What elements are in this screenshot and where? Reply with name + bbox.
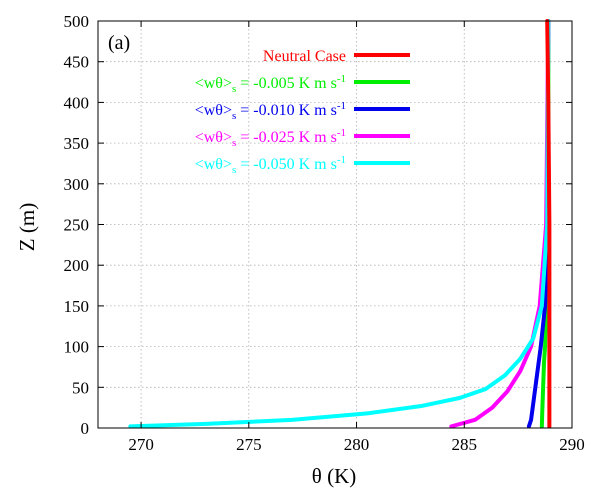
y-tick-label: 150	[64, 297, 90, 316]
y-tick-label: 100	[64, 338, 90, 357]
data-series	[128, 19, 552, 429]
legend-sup: -1	[337, 127, 346, 139]
y-tick-label: 300	[64, 175, 90, 194]
y-tick-label: 50	[72, 378, 89, 397]
series-line-s050	[128, 19, 551, 429]
legend-sub: s	[232, 137, 236, 149]
legend-prefix: Neutral Case	[263, 48, 346, 65]
legend-sub: s	[232, 110, 236, 122]
y-tick-label: 450	[64, 53, 90, 72]
series-line-neutral	[545, 19, 552, 429]
y-tick-label: 500	[64, 12, 90, 31]
legend-label-neutral: Neutral Case	[263, 48, 346, 65]
legend-sub: s	[232, 164, 236, 176]
y-tick-label: 0	[81, 419, 90, 438]
y-tick-label: 250	[64, 216, 90, 235]
y-tick-label: 350	[64, 134, 90, 153]
y-tick-label: 200	[64, 256, 90, 275]
legend-sup: -1	[337, 100, 346, 112]
legend: Neutral Case<wθ>s = -0.005 K m s-1<wθ>s …	[195, 48, 410, 176]
legend-suffix: = -0.010 K m s	[236, 102, 337, 119]
legend-suffix: = -0.025 K m s	[236, 129, 337, 146]
series-line-s025	[449, 19, 551, 429]
legend-suffix: = -0.005 K m s	[236, 75, 337, 92]
axis-ticks: 270 275 280 285 290 0 50 100 150 200 250 300 350 400 4…	[64, 12, 585, 454]
legend-sub: s	[232, 83, 236, 95]
panel-label: (a)	[108, 32, 130, 54]
legend-suffix: = -0.050 K m s	[236, 156, 337, 173]
legend-label-s010: <wθ>s = -0.010 K m s-1	[195, 100, 346, 122]
legend-label-s005: <wθ>s = -0.005 K m s-1	[195, 73, 346, 95]
x-tick-label: 280	[344, 435, 370, 454]
legend-prefix: <wθ>	[195, 156, 232, 173]
legend-sup: -1	[337, 154, 346, 166]
y-axis-label: Z (m)	[15, 203, 39, 251]
x-tick-label: 270	[128, 435, 154, 454]
legend-prefix: <wθ>	[195, 102, 232, 119]
x-axis-label: θ (K)	[312, 464, 356, 488]
legend-prefix: <wθ>	[195, 129, 232, 146]
x-tick-label: 290	[559, 435, 585, 454]
legend-label-s050: <wθ>s = -0.050 K m s-1	[195, 154, 346, 176]
legend-sup: -1	[337, 73, 346, 85]
x-tick-label: 285	[452, 435, 478, 454]
legend-label-s025: <wθ>s = -0.025 K m s-1	[195, 127, 346, 149]
legend-prefix: <wθ>	[195, 75, 232, 92]
y-tick-label: 400	[64, 93, 90, 112]
x-tick-label: 275	[236, 435, 262, 454]
